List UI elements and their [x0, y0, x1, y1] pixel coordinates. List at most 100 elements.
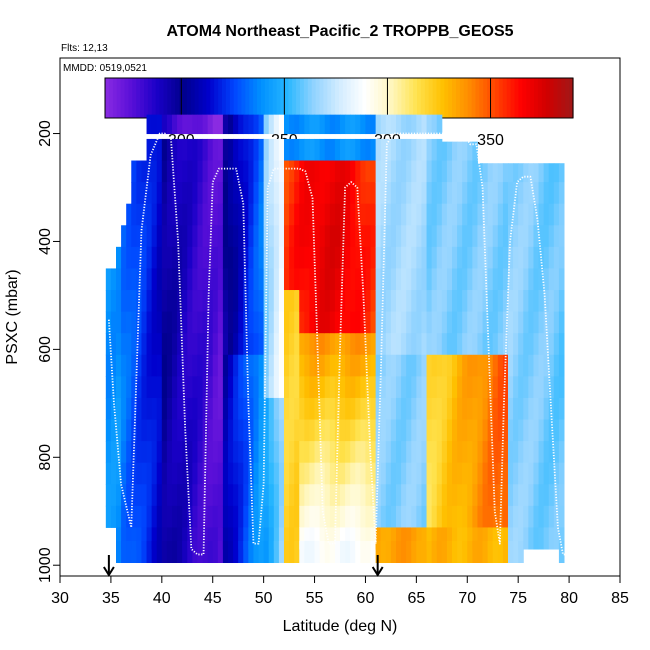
curtain-cell — [446, 246, 453, 269]
curtain-cell — [457, 376, 463, 399]
curtain-cell — [513, 527, 519, 550]
curtain-cell — [513, 462, 519, 485]
curtain-cell — [502, 441, 509, 464]
curtain-cell — [472, 376, 478, 399]
curtain-cell — [192, 540, 198, 564]
curtain-cell — [345, 540, 351, 564]
curtain-cell — [350, 462, 356, 485]
curtain-cell — [222, 397, 229, 421]
curtain-cell — [396, 138, 402, 162]
curtain-cell — [253, 505, 260, 528]
curtain-cell — [441, 246, 448, 269]
curtain-cell — [365, 441, 372, 464]
curtain-cell — [558, 484, 565, 507]
curtain-cell — [426, 441, 433, 464]
curtain-cell — [166, 268, 173, 291]
curtain-cell — [263, 462, 270, 485]
curtain-cell — [268, 419, 275, 442]
curtain-cell — [289, 203, 295, 226]
curtain-cell — [192, 203, 198, 226]
curtain-cell — [294, 138, 300, 162]
curtain-cell — [411, 290, 417, 313]
curtain-cell — [294, 246, 300, 269]
curtain-cell — [334, 203, 341, 226]
curtain-cell — [401, 160, 407, 183]
curtain-cell — [263, 441, 270, 464]
curtain-cell — [319, 160, 326, 183]
curtain-cell — [406, 354, 412, 377]
curtain-cell — [248, 268, 254, 291]
curtain-cell — [146, 376, 153, 399]
curtain-cell — [385, 311, 392, 334]
curtain-cell — [151, 505, 158, 528]
curtain-cell — [238, 138, 244, 162]
curtain-cell — [406, 160, 412, 183]
curtain-cell — [324, 484, 331, 507]
curtain-cell — [212, 225, 219, 248]
curtain-cell — [141, 441, 148, 464]
curtain-cell — [212, 160, 219, 183]
curtain-cell — [284, 311, 290, 334]
curtain-cell — [126, 376, 132, 399]
curtain-cell — [182, 203, 188, 226]
curtain-cell — [212, 114, 219, 135]
curtain-cell — [513, 376, 519, 399]
colorbar-segment — [436, 78, 441, 118]
curtain-cell — [334, 484, 341, 507]
curtain-cell — [294, 114, 300, 135]
curtain-cell — [375, 182, 382, 205]
curtain-cell — [146, 419, 153, 442]
curtain-cell — [360, 354, 366, 377]
curtain-cell — [396, 441, 402, 464]
curtain-cell — [406, 419, 412, 442]
curtain-cell — [177, 138, 183, 162]
curtain-cell — [508, 311, 514, 334]
curtain-cell — [116, 540, 122, 564]
curtain-cell — [294, 290, 300, 313]
colorbar-segment — [409, 78, 414, 118]
curtain-cell — [548, 311, 555, 334]
curtain-cell — [228, 376, 234, 399]
curtain-cell — [508, 182, 514, 205]
curtain-cell — [329, 311, 336, 334]
curtain-cell — [238, 290, 244, 313]
curtain-cell — [426, 225, 433, 248]
curtain-cell — [136, 333, 142, 356]
curtain-cell — [228, 268, 234, 291]
curtain-cell — [482, 268, 489, 291]
curtain-cell — [553, 246, 560, 269]
curtain-cell — [396, 484, 402, 507]
colorbar-segment — [268, 78, 274, 118]
curtain-cell — [334, 290, 341, 313]
curtain-cell — [421, 311, 428, 334]
curtain-cell — [161, 225, 168, 248]
colorbar-segment — [327, 78, 332, 118]
curtain-cell — [309, 114, 316, 135]
curtain-cell — [457, 462, 463, 485]
curtain-cell — [182, 441, 188, 464]
curtain-cell — [192, 290, 198, 313]
curtain-cell — [309, 376, 316, 399]
curtain-cell — [436, 311, 443, 334]
curtain-cell — [411, 160, 417, 183]
colorbar-segment — [319, 78, 324, 118]
curtain-cell — [294, 311, 300, 334]
curtain-cell — [385, 203, 392, 226]
curtain-cell — [533, 311, 540, 334]
curtain-cell — [273, 505, 280, 528]
curtain-cell — [299, 203, 305, 226]
curtain-cell — [126, 268, 132, 291]
colorbar-segment — [342, 78, 348, 118]
curtain-cell — [390, 138, 397, 162]
curtain-cell — [177, 333, 183, 356]
curtain-cell — [538, 462, 545, 485]
curtain-cell — [110, 354, 117, 377]
curtain-cell — [329, 246, 336, 269]
curtain-cell — [406, 182, 412, 205]
colorbar-segment — [253, 78, 258, 118]
curtain-cell — [548, 163, 555, 183]
curtain-cell — [334, 182, 341, 205]
curtain-cell — [217, 397, 224, 421]
curtain-cell — [304, 225, 310, 248]
curtain-cell — [202, 246, 209, 269]
